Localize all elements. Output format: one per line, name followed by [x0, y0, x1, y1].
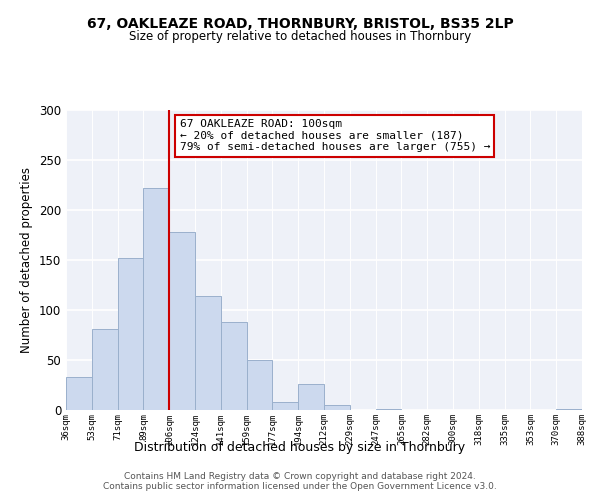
Text: 67, OAKLEAZE ROAD, THORNBURY, BRISTOL, BS35 2LP: 67, OAKLEAZE ROAD, THORNBURY, BRISTOL, B… [86, 18, 514, 32]
Bar [247, 360, 272, 410]
Text: 67 OAKLEAZE ROAD: 100sqm
← 20% of detached houses are smaller (187)
79% of semi-: 67 OAKLEAZE ROAD: 100sqm ← 20% of detach… [179, 119, 490, 152]
Bar [376, 409, 401, 410]
Bar [92, 329, 118, 410]
Bar [195, 296, 221, 410]
Bar [118, 258, 143, 410]
Bar [66, 377, 92, 410]
Bar [143, 188, 169, 410]
Bar [221, 322, 247, 410]
Bar [272, 402, 298, 410]
Text: Distribution of detached houses by size in Thornbury: Distribution of detached houses by size … [134, 441, 466, 454]
Text: Size of property relative to detached houses in Thornbury: Size of property relative to detached ho… [129, 30, 471, 43]
Text: Contains HM Land Registry data © Crown copyright and database right 2024.: Contains HM Land Registry data © Crown c… [124, 472, 476, 481]
Bar [169, 232, 195, 410]
Bar [556, 409, 582, 410]
Bar [324, 405, 350, 410]
Bar [298, 384, 324, 410]
Y-axis label: Number of detached properties: Number of detached properties [20, 167, 34, 353]
Text: Contains public sector information licensed under the Open Government Licence v3: Contains public sector information licen… [103, 482, 497, 491]
